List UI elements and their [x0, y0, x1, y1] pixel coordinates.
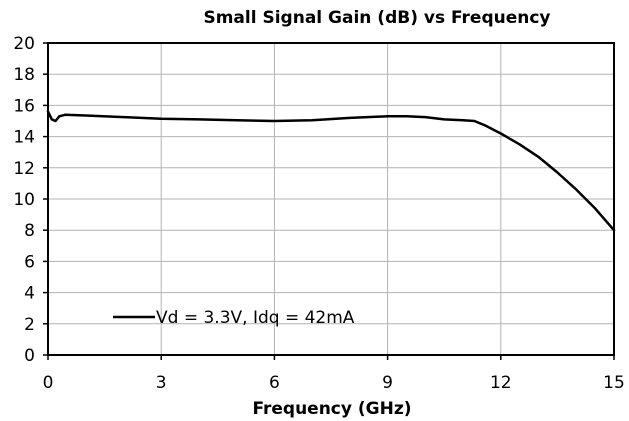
y-axis-ticks: 0 2 4 6 8 10 12 14 16 18 20	[13, 34, 48, 366]
y-tick-label: 6	[24, 252, 35, 272]
x-axis-title: Frequency (GHz)	[252, 399, 411, 419]
y-tick-label: 18	[13, 65, 35, 85]
series-line	[46, 110, 616, 232]
chart-title: Small Signal Gain (dB) vs Frequency	[203, 8, 550, 28]
y-tick-label: 10	[13, 190, 35, 210]
x-tick-label: 0	[43, 373, 54, 393]
x-tick-label: 15	[603, 373, 625, 393]
series-layer	[46, 110, 616, 232]
y-tick-label: 20	[13, 34, 35, 54]
y-tick-label: 2	[24, 315, 35, 335]
x-tick-label: 9	[382, 373, 393, 393]
grid	[48, 43, 614, 355]
x-axis-ticks: 0 3 6 9 12 15	[43, 355, 625, 393]
legend-label: Vd = 3.3V, Idq = 42mA	[156, 308, 355, 328]
x-tick-label: 6	[269, 373, 280, 393]
y-tick-label: 4	[24, 284, 35, 304]
y-tick-label: 8	[24, 221, 35, 241]
x-tick-label: 12	[490, 373, 512, 393]
y-tick-label: 14	[13, 128, 35, 148]
y-tick-label: 12	[13, 159, 35, 179]
y-tick-label: 0	[24, 346, 35, 366]
legend: Vd = 3.3V, Idq = 42mA	[113, 308, 355, 328]
y-tick-label: 16	[13, 96, 35, 116]
x-tick-label: 3	[156, 373, 167, 393]
